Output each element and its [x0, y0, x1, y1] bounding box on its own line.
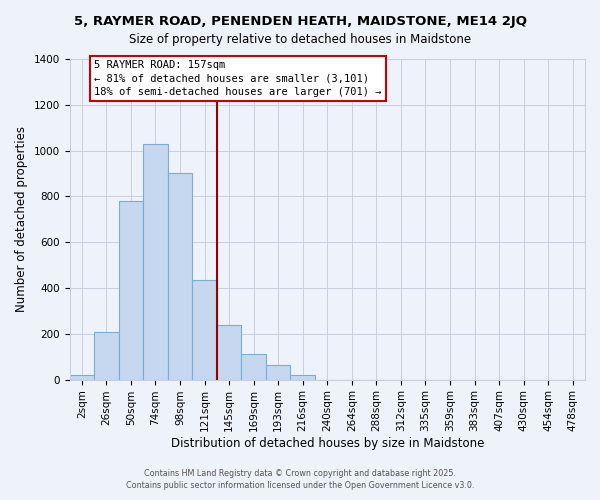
Bar [290, 375, 315, 380]
Bar [119, 201, 143, 380]
Bar [143, 144, 168, 380]
Bar [168, 174, 192, 380]
Y-axis label: Number of detached properties: Number of detached properties [15, 126, 28, 312]
Text: Contains HM Land Registry data © Crown copyright and database right 2025.
Contai: Contains HM Land Registry data © Crown c… [126, 469, 474, 490]
Text: Size of property relative to detached houses in Maidstone: Size of property relative to detached ho… [129, 32, 471, 46]
Bar [94, 332, 119, 380]
Bar [217, 324, 241, 380]
X-axis label: Distribution of detached houses by size in Maidstone: Distribution of detached houses by size … [170, 437, 484, 450]
Text: 5, RAYMER ROAD, PENENDEN HEATH, MAIDSTONE, ME14 2JQ: 5, RAYMER ROAD, PENENDEN HEATH, MAIDSTON… [74, 15, 527, 28]
Text: 5 RAYMER ROAD: 157sqm
← 81% of detached houses are smaller (3,101)
18% of semi-d: 5 RAYMER ROAD: 157sqm ← 81% of detached … [94, 60, 382, 96]
Bar [266, 364, 290, 380]
Bar [192, 280, 217, 380]
Bar [70, 375, 94, 380]
Bar [241, 354, 266, 380]
